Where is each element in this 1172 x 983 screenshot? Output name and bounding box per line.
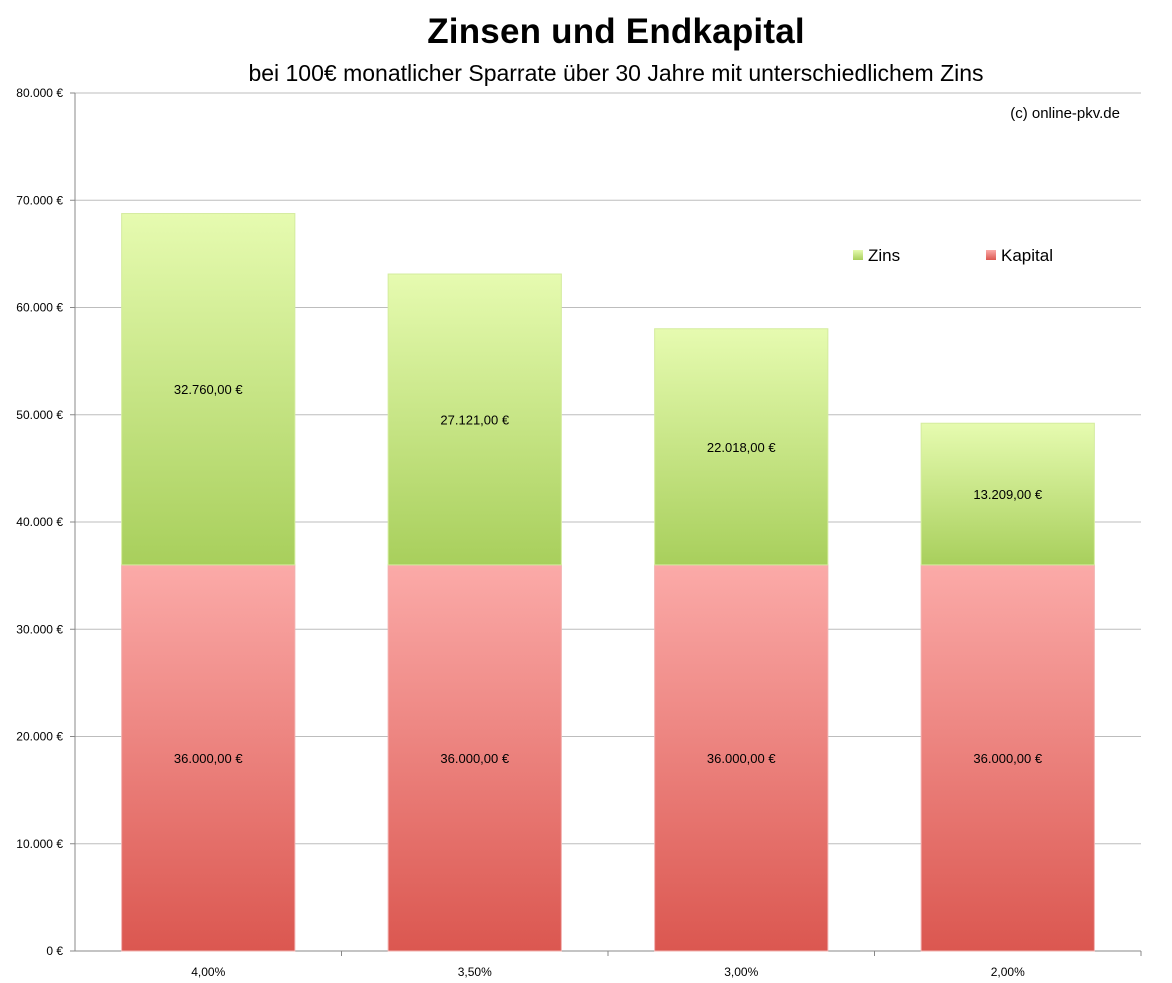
legend: Zins Kapital <box>853 246 1053 265</box>
legend-swatch-zins <box>853 250 863 260</box>
bar-zins <box>920 422 1095 566</box>
data-label-kapital: 36.000,00 € <box>174 751 243 766</box>
x-tick-label: 3,50% <box>458 965 492 979</box>
data-label-zins: 13.209,00 € <box>973 487 1042 502</box>
y-tick-label: 40.000 € <box>16 515 63 529</box>
y-tick-label: 60.000 € <box>16 301 63 315</box>
data-label-kapital: 36.000,00 € <box>973 751 1042 766</box>
legend-label-kapital: Kapital <box>1001 246 1053 265</box>
y-tick-label: 50.000 € <box>16 408 63 422</box>
y-tick-label: 80.000 € <box>16 86 63 100</box>
y-tick-label: 0 € <box>46 944 63 958</box>
bar-kapital <box>387 564 562 952</box>
y-tick-label: 70.000 € <box>16 193 63 207</box>
y-tick-label: 20.000 € <box>16 730 63 744</box>
copyright-note: (c) online-pkv.de <box>1010 105 1120 122</box>
chart-subtitle: bei 100€ monatlicher Sparrate über 30 Ja… <box>248 60 984 86</box>
bars: 36.000,00 € 32.760,00 € 36.000,00 € 27.121,… <box>121 213 1095 952</box>
bar-kapital <box>654 564 829 952</box>
data-label-zins: 32.760,00 € <box>174 382 243 397</box>
bar-zins <box>387 273 562 566</box>
bar-zins <box>121 213 296 566</box>
data-label-zins: 22.018,00 € <box>707 440 776 455</box>
y-tick-label: 30.000 € <box>16 622 63 636</box>
legend-swatch-kapital <box>986 250 996 260</box>
data-label-zins: 27.121,00 € <box>440 412 509 427</box>
data-label-kapital: 36.000,00 € <box>440 751 509 766</box>
y-tick-label: 10.000 € <box>16 837 63 851</box>
x-tick-label: 3,00% <box>724 965 758 979</box>
bar-zins <box>654 328 829 566</box>
data-label-kapital: 36.000,00 € <box>707 751 776 766</box>
x-tick-label: 2,00% <box>991 965 1025 979</box>
legend-label-zins: Zins <box>868 246 900 265</box>
chart-title: Zinsen und Endkapital <box>427 12 805 51</box>
x-tick-label: 4,00% <box>191 965 225 979</box>
bar-kapital <box>920 564 1095 952</box>
x-axis: 4,00% 3,50% 3,00% 2,00% <box>191 951 1142 979</box>
